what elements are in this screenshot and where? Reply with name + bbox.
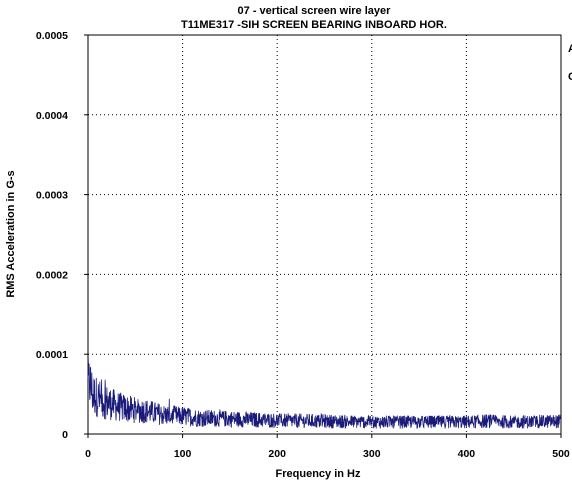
x-tick-label: 100 [174,448,192,460]
chart-subtitle: T11ME317 -SIH SCREEN BEARING INBOARD HOR… [181,19,447,31]
edge-glyph-a: A [568,43,572,55]
y-tick-label: 0 [62,429,68,441]
y-tick-label: 0.0003 [36,190,68,202]
y-tick-label: 0.0001 [36,349,68,361]
y-tick-label: 0.0004 [36,110,68,122]
y-tick-label: 0.0005 [36,30,68,42]
y-axis-label: RMS Acceleration in G-s [5,170,17,297]
y-tick-label: 0.0002 [36,269,68,281]
plot-frame [87,34,562,435]
series-group [87,358,562,429]
x-axis-label: Frequency in Hz [276,468,361,480]
x-tick-label: 300 [363,448,381,460]
x-tick-label: 400 [458,448,476,460]
chart-title: 07 - vertical screen wire layer [238,5,392,17]
y-axis-ticks: 0 0.0001 0.0002 0.0003 0.0004 0.0005 [36,30,88,441]
grid-lines [88,35,561,434]
edge-glyph-c: C [568,71,572,83]
spectrum-series-line [87,358,562,429]
x-tick-label: 0 [85,448,91,460]
x-tick-label: 200 [268,448,286,460]
x-axis-ticks: 0 100 200 300 400 500 [85,434,570,460]
x-tick-label: 500 [552,448,570,460]
